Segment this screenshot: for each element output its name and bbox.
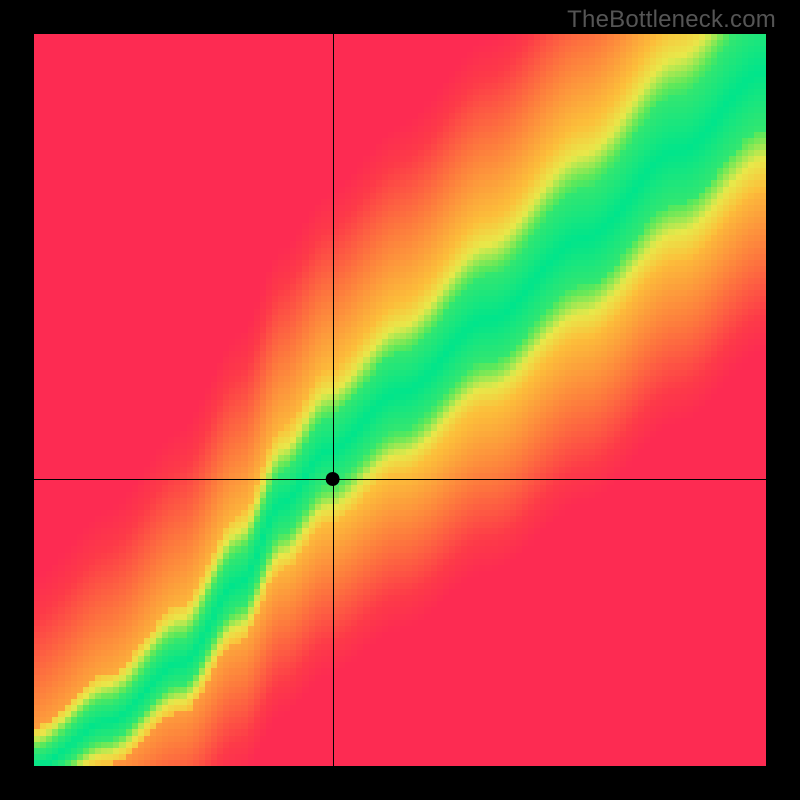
chart-container: TheBottleneck.com (0, 0, 800, 800)
watermark-text: TheBottleneck.com (567, 6, 776, 34)
crosshair-overlay (0, 0, 800, 800)
